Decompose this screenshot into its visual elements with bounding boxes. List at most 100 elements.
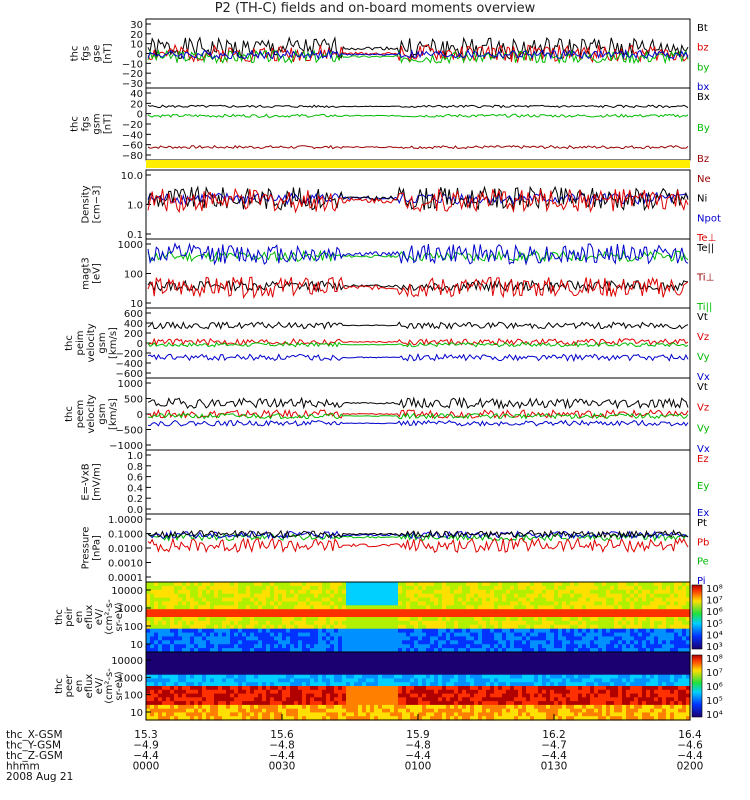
footer-value: −4.4 [405, 750, 431, 762]
series-by [147, 48, 689, 65]
panel-peim: thc peim velocity gsm [km/s] [64, 307, 691, 379]
ytick-label: 0.2 [127, 494, 143, 505]
ylabel: thc peim velocity gsm [km/s] [64, 323, 119, 362]
legend-bx: Bx [697, 92, 710, 103]
colorbar-label: 10⁷ [706, 668, 723, 679]
ytick-label: 0.8 [127, 462, 143, 473]
ylabel-line: peir [64, 606, 75, 626]
ylabel: thc fgs gse [nT] [70, 43, 114, 63]
panel-frame [145, 449, 691, 515]
ytick-label: 10 [130, 640, 143, 651]
series-bz [147, 43, 689, 64]
footer-value: 16.2 [542, 729, 565, 741]
ytick-label: −600 [116, 369, 143, 380]
ytick-label: 1000 [118, 604, 143, 615]
legend-ti||: Ti|| [696, 302, 712, 313]
series-ti⊥ [147, 242, 689, 266]
legend-ti⊥: Ti⊥ [696, 273, 714, 284]
legend-ex: Ex [697, 508, 709, 519]
colorbar [691, 654, 703, 718]
series-ne [147, 187, 689, 214]
footer-value: −4.4 [677, 750, 703, 762]
series-vx [147, 352, 689, 363]
legend-vz: Vz [697, 403, 709, 414]
footer-label: thc_X-GSM [6, 729, 63, 741]
ytick-label: 1000 [118, 240, 143, 251]
ytick-label: 30 [130, 20, 143, 31]
footer-value: 15.9 [406, 729, 429, 741]
ytick-label: −40 [122, 130, 143, 141]
footer-value: −4.8 [269, 740, 295, 752]
ylabel-line: velocity [86, 394, 97, 433]
ylabel-line: [nPa] [92, 535, 103, 561]
ytick-label: 10 [130, 40, 143, 51]
panel-pressure: Pressure [nPa] [81, 513, 691, 583]
ytick-label: 1.0 [127, 451, 143, 462]
ylabel-line: [mV/m] [92, 463, 103, 501]
ytick-label: 0.0010 [108, 559, 143, 570]
ytick-label: −20 [122, 69, 143, 80]
ylabel: thc peem velocity gsm [km/s] [64, 394, 119, 433]
ytick-label: 0.6 [127, 473, 143, 484]
legend-vt: Vt [697, 382, 708, 393]
ytick-label: 0 [137, 110, 143, 121]
ytick-label: 0.0 [127, 505, 143, 516]
legend-te||: Te|| [696, 243, 714, 254]
ylabel: Density [cm−3] [81, 185, 103, 223]
ytick-label: 600 [124, 309, 143, 320]
ytick-label: 100 [124, 270, 143, 281]
panel-peem: thc peem velocity gsm [km/s] [64, 377, 691, 451]
legend-vz: Vz [697, 332, 709, 343]
footer-value: −4.4 [269, 750, 295, 762]
ylabel-line: [km/s] [108, 327, 119, 359]
ylabel-line: eflux [84, 605, 95, 630]
footer-value: −4.8 [405, 740, 431, 752]
colorbar-label: 10⁷ [706, 596, 723, 607]
legend-by: by [697, 62, 709, 73]
series-vt [147, 321, 689, 330]
ytick-label: 0.1 [127, 230, 143, 241]
ytick-label: −10 [122, 59, 143, 70]
ylabel-line: Density [81, 185, 92, 223]
panel-fgs_gse: thc fgs gse [nT] [70, 18, 691, 89]
panel-temp: magt3 [eV] [81, 238, 691, 309]
series-te⊥ [147, 276, 689, 300]
ylabel-line: E=-VxB [81, 463, 92, 500]
ylabel-line: peer [64, 674, 75, 698]
footer-value: −4.6 [677, 740, 703, 752]
ytick-label: 0.0100 [108, 544, 143, 555]
footer-value: 0100 [405, 761, 432, 773]
colorbar-label: 10⁴ [706, 710, 723, 721]
legend-ez: Ez [697, 454, 709, 465]
ylabel-line: thc [70, 46, 81, 62]
ylabel-line: fgs [81, 46, 92, 61]
colorbar-label: 10⁵ [706, 696, 723, 707]
footer-value: −4.4 [133, 750, 159, 762]
footer-value: 15.3 [134, 729, 157, 741]
ylabel-line: Pressure [81, 527, 92, 570]
colorbar-label: 10⁶ [706, 682, 723, 693]
ytick-label: 10 [130, 299, 143, 310]
ylabel-line: peim [75, 330, 86, 355]
legend-pe: Pe [697, 557, 709, 568]
ylabel: thc peir en eflux eV/(cm²-s-sr-eV) [54, 599, 125, 635]
legend-vx: Vx [697, 372, 710, 383]
footer-value: −4.4 [541, 750, 567, 762]
colorbar-label: 10⁴ [706, 630, 723, 641]
ytick-label: 100 [124, 622, 143, 633]
ytick-label: 1000 [118, 379, 143, 390]
quality-bar [146, 160, 690, 168]
series-vx [147, 419, 689, 427]
legend-bt: Bt [697, 23, 708, 34]
series-ni [147, 185, 689, 212]
ytick-label: −1000 [109, 441, 143, 452]
legend-ey: Ey [697, 481, 709, 492]
legend-vy: Vy [697, 423, 710, 434]
ylabel: Pressure [nPa] [81, 527, 103, 570]
ytick-label: 40 [130, 89, 143, 100]
legend-vx: Vx [697, 444, 710, 455]
colorbar-label: 10⁵ [706, 619, 723, 630]
legend-by: By [697, 123, 710, 134]
ylabel-line: thc [54, 609, 65, 625]
ylabel-line: sr-eV) [114, 671, 125, 700]
